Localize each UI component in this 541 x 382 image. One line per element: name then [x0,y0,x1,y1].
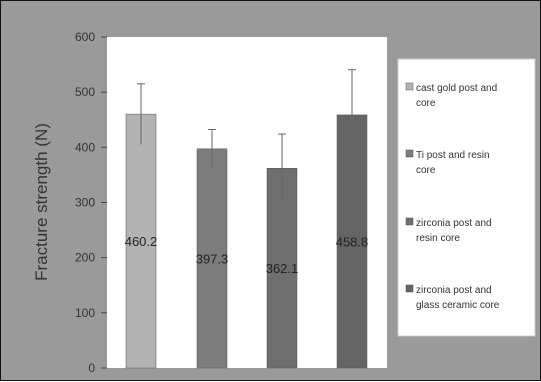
legend-label: zirconia post and [416,285,492,296]
legend: cast gold post and core Ti post and resin c… [405,82,500,311]
data-label: 362.1 [266,261,299,276]
bars [125,113,368,369]
y-tick-label: 200 [75,251,95,265]
legend-swatch [405,149,414,158]
legend-swatch [405,217,414,226]
y-tick-label: 100 [75,306,95,320]
y-tick-label: 300 [75,196,95,210]
data-label: 397.3 [196,251,229,266]
y-tick-label: 600 [75,30,95,44]
legend-label: cast gold post and [416,83,497,94]
data-label: 458.8 [336,234,369,249]
y-axis: 0 100 200 300 400 500 600 [75,30,107,375]
y-axis-label: Fracture strength (N) [32,123,51,281]
bar [266,167,298,369]
y-tick-label: 400 [75,140,95,154]
legend-box [397,58,536,337]
legend-swatch [405,82,414,91]
legend-label: core [416,165,436,176]
legend-label: glass ceramic core [416,300,500,311]
legend-label: resin core [416,233,460,244]
bar [196,148,228,369]
y-tick-label: 500 [75,85,95,99]
legend-swatch [405,284,414,293]
legend-label: zirconia post and [416,218,492,229]
error-bars [137,69,356,203]
y-tick-label: 0 [88,361,95,375]
legend-label: Ti post and resin [416,150,490,161]
data-label: 460.2 [125,234,158,249]
data-labels: 460.2 397.3 362.1 458.8 [125,234,369,276]
legend-label: core [416,98,436,109]
